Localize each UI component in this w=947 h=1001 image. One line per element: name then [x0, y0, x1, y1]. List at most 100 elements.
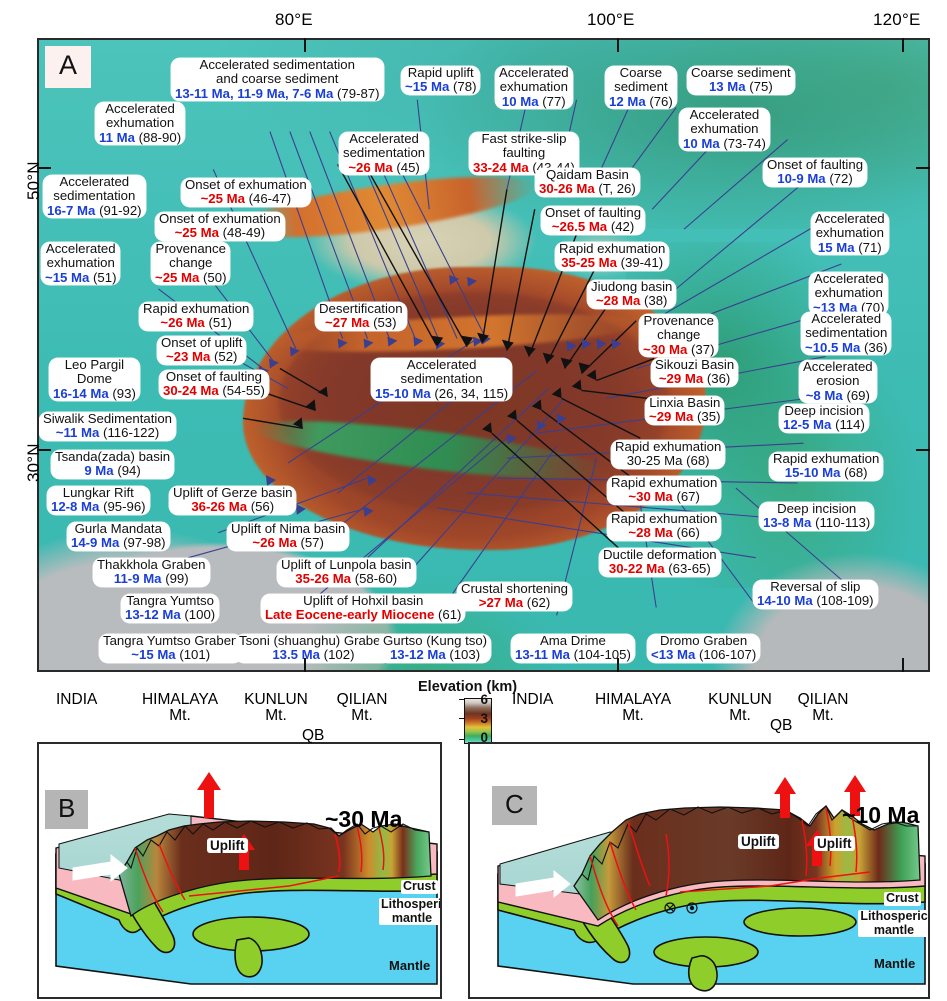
uplift-arrow-qilian: [844, 775, 866, 816]
x-tick-label-120e: 120°E: [873, 10, 921, 29]
india-motion-arrow: [72, 853, 128, 883]
annotation-67: Rapid exhumation ~30 Ma (67): [607, 475, 722, 505]
annotation-91-92: Accelerated sedimentation 16-7 Ma (91-92): [43, 174, 146, 218]
fault-lines: [134, 825, 385, 913]
mantle-plume: [687, 955, 718, 992]
panel-c-mt-qb: QB: [770, 717, 793, 734]
annotation-93: Leo Pargil Dome 16-14 Ma (93): [49, 357, 140, 401]
panel-c-crust-tag: Crust: [884, 891, 921, 906]
annotation-114: Deep incision 12-5 Ma (114): [779, 403, 869, 433]
panel-b-mt-india: INDIA: [56, 691, 98, 708]
panel-c-svg: [497, 775, 926, 992]
uplift-arrow-kunlun: [774, 777, 796, 818]
panel-c-lithosphere-tag: Lithosperic mantle: [858, 909, 928, 937]
annotation-68b: Rapid exhumation 15-10 Ma (68): [769, 451, 884, 481]
annotation-71: Accelerated exhumation 15 Ma (71): [811, 211, 889, 255]
annotation-101: Tangra Yumtso Graben ~15 Ma (101): [99, 633, 243, 663]
panel-c-mantle-tag: Mantle: [874, 956, 916, 971]
annotation-69: Accelerated erosion ~8 Ma (69): [799, 359, 877, 403]
annotation-38: Jiudong basin ~28 Ma (38): [587, 279, 677, 309]
annotation-56: Uplift of Gerze basin 36-26 Ma (56): [169, 485, 297, 515]
panel-c-uplift-tag-2: Uplift: [814, 836, 855, 851]
annotation-51a: Rapid exhumation ~26 Ma (51): [139, 301, 254, 331]
annotation-100: Tangra Yumtso 13-12 Ma (100): [121, 593, 220, 623]
x-tick-80e-bottom: [304, 658, 306, 672]
annotation-99: Thakkhola Graben 11-9 Ma (99): [93, 557, 210, 587]
annotation-72: Onset of faulting 10-9 Ma (72): [763, 157, 868, 187]
panel-a-label: A: [45, 46, 92, 88]
panel-c-mt-himalaya: HIMALAYA Mt.: [594, 691, 672, 724]
annotation-102: Tsoni (shuanghu) Graben 13.5 Ma (102): [235, 633, 392, 663]
annotation-79-87: Accelerated sedimentation and coarse sedi…: [171, 57, 384, 101]
annotation-63-65: Ductile deformation 30-22 Ma (63-65): [599, 547, 721, 577]
annotation-36-accel-sed: Accelerated sedimentation ~10.5 Ma (36): [801, 311, 892, 355]
x-tick-120e-bottom: [902, 658, 904, 672]
annotation-42: Onset of faulting ~26.5 Ma (42): [541, 205, 646, 235]
x-tick-80e: [304, 38, 306, 52]
annotation-76: Coarse sediment 12 Ma (76): [605, 65, 677, 109]
annotation-36-sikouzi: Sikouzi Basin ~29 Ma (36): [651, 357, 739, 387]
legend-tick-3: 3: [480, 711, 488, 726]
annotation-51b: Accelerated exhumation ~15 Ma (51): [41, 241, 121, 285]
annotation-58-60: Uplift of Lunpola basin 35-26 Ma (58-60): [277, 557, 416, 587]
panel-b-mt-kunlun: KUNLUN Mt.: [244, 691, 308, 724]
elevation-legend: Elevation (km) 6 3 0: [418, 679, 538, 745]
y-tick-30n: [37, 449, 51, 451]
india-motion-arrow: [515, 869, 571, 899]
y-tick-50n: [37, 167, 51, 169]
annotation-106-107: Dromo Graben <13 Ma (106-107): [647, 633, 761, 663]
annotation-66: Rapid exhumation ~28 Ma (66): [607, 511, 722, 541]
topography-ridgeline: [573, 805, 918, 887]
topography-surface: [118, 820, 432, 918]
annotation-116-122: Siwalik Sedimentation ~11 Ma (116-122): [39, 411, 177, 441]
panel-c-mt-qilian: QILIAN Mt.: [797, 691, 849, 724]
annotation-39-41: Rapid exhumation 35-25 Ma (39-41): [555, 241, 670, 271]
annotation-46-47: Onset of exhumation ~25 Ma (46-47): [181, 177, 311, 207]
annotation-52: Onset of uplift ~23 Ma (52): [157, 335, 247, 365]
panel-c-uplift-tag-1: Uplift: [738, 834, 779, 849]
panel-c-mt-india: INDIA: [512, 691, 554, 708]
annotation-95-96: Lungkar Rift 12-8 Ma (95-96): [47, 485, 150, 515]
panel-b-mantle-tag: Mantle: [389, 958, 431, 973]
annotation-68a: Rapid exhumation 30-25 Ma (68): [611, 439, 726, 469]
panel-b-mt-qb: QB: [302, 727, 325, 744]
legend-tickline-0: [459, 739, 465, 741]
annotation-97-98: Gurla Mandata 14-9 Ma (97-98): [67, 521, 170, 551]
legend-title: Elevation (km): [418, 679, 518, 695]
y-tick-30n-right: [916, 449, 930, 451]
annotation-103: Gurtso (Kung tso) 13-12 Ma (103): [379, 633, 492, 663]
annotation-75: Coarse sediment 13 Ma (75): [687, 65, 795, 95]
panel-b-svg: [55, 772, 438, 985]
annotation-50: Provenance change ~25 Ma (50): [151, 241, 231, 285]
annotation-94: Tsanda(zada) basin 9 Ma (94): [51, 449, 175, 479]
mantle-plume: [234, 937, 263, 978]
annotation-78: Rapid uplift ~15 Ma (78): [401, 65, 481, 95]
annotation-104-105: Ama Drime 13-11 Ma (104-105): [511, 633, 635, 663]
annotation-73-74: Accelerated exhumation 10 Ma (73-74): [679, 107, 770, 151]
panel-b-crust-tag: Crust: [401, 879, 438, 894]
topography-surface: [573, 804, 921, 921]
annotation-88-90: Accelerated exhumation 11 Ma (88-90): [95, 101, 186, 145]
panel-c-mt-kunlun: KUNLUN Mt.: [708, 691, 772, 724]
annotation-70: Accelerated exhumation ~13 Ma (70): [809, 271, 889, 315]
annotation-108-109: Reversal of slip 14-10 Ma (108-109): [753, 579, 878, 609]
panel-b-mt-qilian: QILIAN Mt.: [336, 691, 388, 724]
annotation-77: Accelerated exhumation 10 Ma (77): [495, 65, 573, 109]
legend-tickline-3: [459, 718, 465, 720]
annotation-54-55: Onset of faulting 30-24 Ma (54-55): [159, 369, 269, 399]
panel-b-lithosphere-tag: Lithosperic mantle: [379, 897, 440, 925]
x-tick-label-100e: 100°E: [587, 10, 635, 29]
annotation-qaidam-T26: Qaidam Basin 30-26 Ma (T, 26): [535, 167, 640, 197]
legend-tick-0: 0: [480, 730, 488, 745]
annotation-53: Desertification ~27 Ma (53): [315, 301, 407, 331]
annotation-110-113: Deep incision 13-8 Ma (110-113): [759, 501, 875, 531]
x-tick-100e-bottom: [617, 658, 619, 672]
panel-b-mt-himalaya: HIMALAYA Mt.: [141, 691, 219, 724]
annotation-61: Uplift of Hohxil basin Late Eocene-early…: [261, 593, 466, 623]
panel-b-age: ~30 Ma: [325, 806, 403, 832]
uplift-arrow-up: [197, 772, 221, 818]
x-tick-120e: [902, 38, 904, 52]
legend-tick-6: 6: [480, 692, 488, 707]
panel-b-uplift-tag: Uplift: [207, 838, 248, 853]
